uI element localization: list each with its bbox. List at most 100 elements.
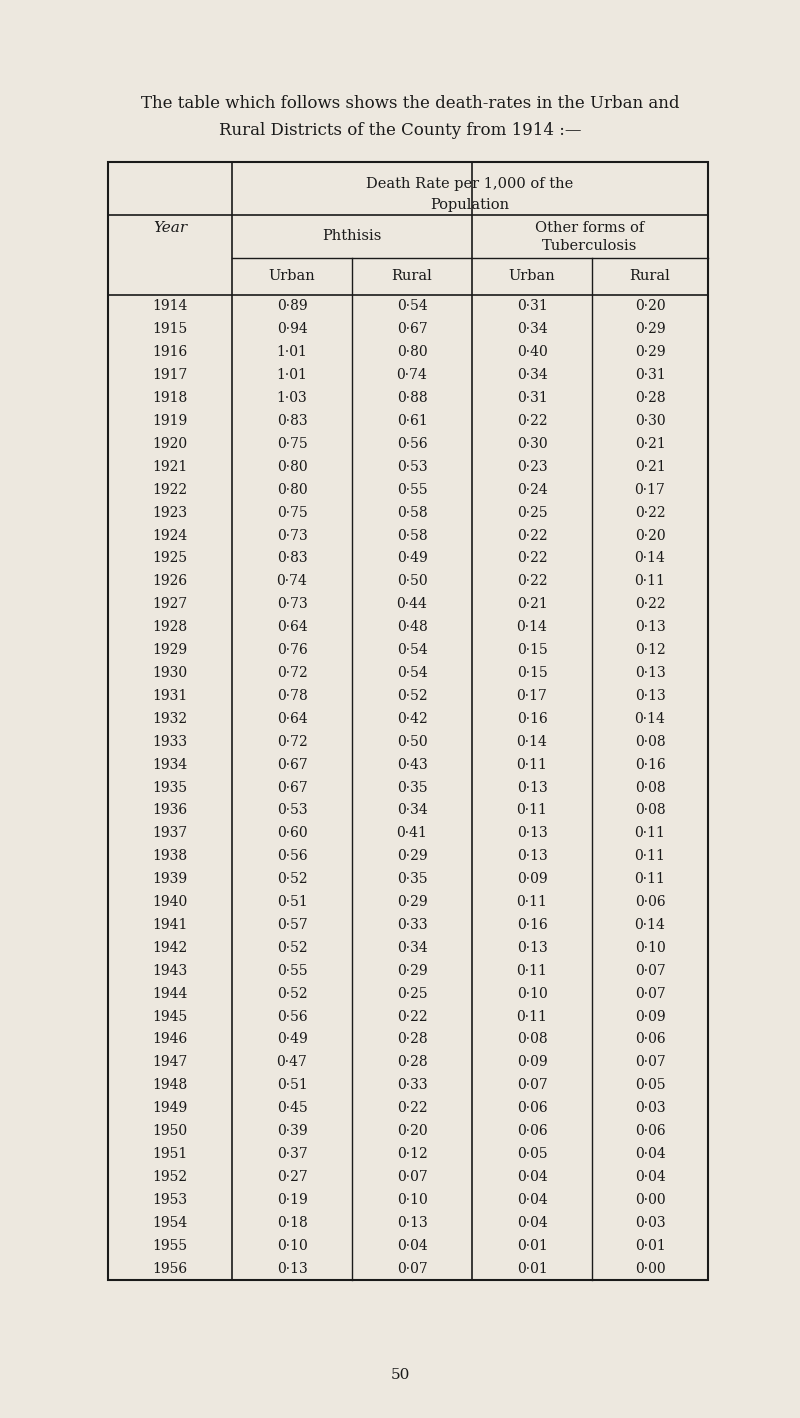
Text: 0·50: 0·50 [397,735,427,749]
Text: 0·55: 0·55 [277,964,307,978]
Text: 0·04: 0·04 [397,1239,427,1252]
Text: 1·01: 1·01 [277,369,307,383]
Text: 0·04: 0·04 [517,1170,547,1184]
Text: 0·17: 0·17 [634,482,666,496]
Text: 0·22: 0·22 [634,506,666,519]
Text: 1946: 1946 [152,1032,188,1046]
Text: 0·01: 0·01 [634,1239,666,1252]
Text: 0·18: 0·18 [277,1215,307,1229]
Text: 0·16: 0·16 [517,712,547,726]
Text: 0·53: 0·53 [397,459,427,474]
Text: Rural: Rural [392,269,432,284]
Text: 0·72: 0·72 [277,735,307,749]
Text: 0·49: 0·49 [277,1032,307,1046]
Text: 0·75: 0·75 [277,437,307,451]
Text: 0·21: 0·21 [634,459,666,474]
Text: Tuberculosis: Tuberculosis [542,240,638,254]
Text: 1·03: 1·03 [277,391,307,406]
Text: 0·13: 0·13 [517,849,547,864]
Text: 0·11: 0·11 [517,1010,547,1024]
Text: 0·10: 0·10 [634,942,666,954]
Text: 0·58: 0·58 [397,529,427,543]
Text: 1955: 1955 [153,1239,187,1252]
Text: Death Rate per 1,000 of the: Death Rate per 1,000 of the [366,177,574,191]
Text: 1941: 1941 [152,917,188,932]
Text: 0·11: 0·11 [517,895,547,909]
Text: 1944: 1944 [152,987,188,1001]
Text: 0·07: 0·07 [634,964,666,978]
Text: 0·13: 0·13 [397,1215,427,1229]
Text: 0·67: 0·67 [277,780,307,794]
Text: 0·43: 0·43 [397,757,427,771]
Text: 0·11: 0·11 [634,872,666,886]
Text: 1948: 1948 [152,1078,188,1092]
Text: 0·13: 0·13 [634,689,666,703]
Text: 1943: 1943 [152,964,188,978]
Text: 0·09: 0·09 [517,1055,547,1069]
Text: 0·11: 0·11 [634,849,666,864]
Text: 1914: 1914 [152,299,188,313]
Text: 1930: 1930 [153,666,187,681]
Text: 1936: 1936 [153,804,187,817]
Text: 0·07: 0·07 [517,1078,547,1092]
Text: 0·80: 0·80 [277,459,307,474]
Text: 0·23: 0·23 [517,459,547,474]
Text: 0·39: 0·39 [277,1124,307,1139]
Text: 0·08: 0·08 [634,804,666,817]
Text: 0·80: 0·80 [277,482,307,496]
Text: 0·52: 0·52 [277,872,307,886]
Text: 0·14: 0·14 [517,735,547,749]
Text: 0·34: 0·34 [397,942,427,954]
Text: 0·72: 0·72 [277,666,307,681]
Text: 0·16: 0·16 [517,917,547,932]
Text: 0·09: 0·09 [634,1010,666,1024]
Text: 0·07: 0·07 [634,987,666,1001]
Text: 0·01: 0·01 [517,1262,547,1276]
Text: 0·67: 0·67 [277,757,307,771]
Text: 1920: 1920 [153,437,187,451]
Text: Year: Year [153,221,187,235]
Text: 1915: 1915 [152,322,188,336]
Text: 0·29: 0·29 [397,849,427,864]
Text: 0·13: 0·13 [517,942,547,954]
Text: 0·11: 0·11 [517,964,547,978]
Text: 1949: 1949 [152,1102,188,1115]
Text: 0·52: 0·52 [277,942,307,954]
Text: 0·42: 0·42 [397,712,427,726]
Text: 0·58: 0·58 [397,506,427,519]
Text: 0·06: 0·06 [634,1032,666,1046]
Text: Rural: Rural [630,269,670,284]
Text: 0·45: 0·45 [277,1102,307,1115]
Text: 1917: 1917 [152,369,188,383]
Text: 1947: 1947 [152,1055,188,1069]
Text: 1925: 1925 [153,552,187,566]
Text: 0·41: 0·41 [397,827,427,841]
Text: 0·10: 0·10 [397,1193,427,1207]
Text: 0·04: 0·04 [517,1215,547,1229]
Text: Population: Population [430,199,510,213]
Text: 0·11: 0·11 [517,757,547,771]
Text: 0·15: 0·15 [517,642,547,657]
Text: 0·64: 0·64 [277,620,307,634]
Text: 0·22: 0·22 [517,414,547,428]
Text: 1934: 1934 [152,757,188,771]
Text: 0·07: 0·07 [397,1262,427,1276]
Text: 0·11: 0·11 [634,827,666,841]
Text: 1953: 1953 [153,1193,187,1207]
Text: 0·13: 0·13 [277,1262,307,1276]
Text: 1951: 1951 [152,1147,188,1161]
Text: 1956: 1956 [153,1262,187,1276]
Text: 1937: 1937 [152,827,188,841]
Text: 0·04: 0·04 [634,1147,666,1161]
Text: 0·16: 0·16 [634,757,666,771]
Text: 1918: 1918 [152,391,188,406]
Text: 0·74: 0·74 [397,369,427,383]
Text: 0·80: 0·80 [397,345,427,359]
Text: 0·31: 0·31 [517,391,547,406]
Text: 0·06: 0·06 [517,1102,547,1115]
Text: 0·22: 0·22 [397,1102,427,1115]
Text: 0·12: 0·12 [397,1147,427,1161]
Text: 0·10: 0·10 [277,1239,307,1252]
Text: 0·13: 0·13 [517,827,547,841]
Text: 0·67: 0·67 [397,322,427,336]
